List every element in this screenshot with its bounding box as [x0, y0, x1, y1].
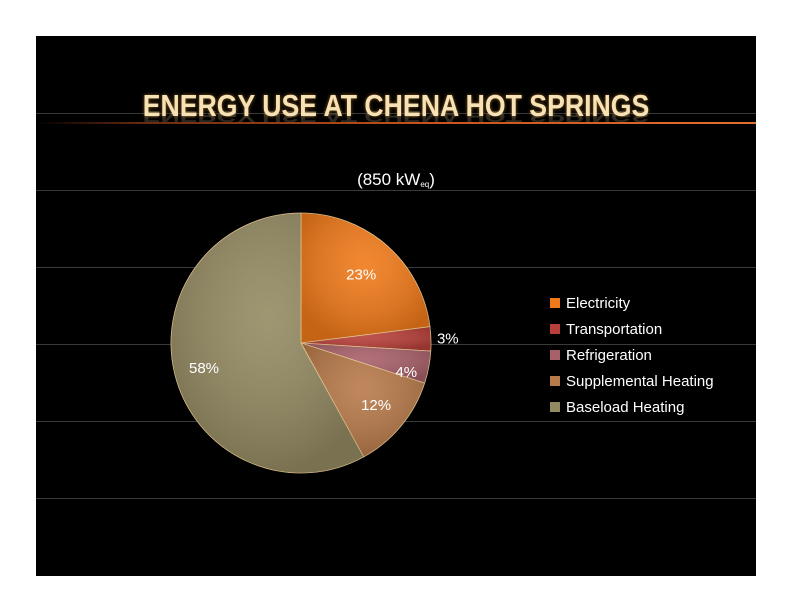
- grid-line: [36, 498, 756, 499]
- legend-label: Transportation: [566, 320, 663, 338]
- grid-line: [36, 190, 756, 191]
- grid-line: [36, 113, 756, 114]
- data-label-baseload-heating: 58%: [189, 360, 219, 377]
- legend-swatch: [550, 298, 560, 308]
- pie-slice-shading: [301, 343, 431, 384]
- legend-swatch: [550, 402, 560, 412]
- legend-label: Supplemental Heating: [566, 372, 714, 390]
- legend-item: Baseload Heating: [550, 394, 714, 420]
- chart-legend: Electricity Transportation Refrigeration Su…: [550, 290, 714, 420]
- subtitle-subscript: eq: [420, 180, 430, 189]
- title-underline: [36, 122, 756, 124]
- legend-item: Transportation: [550, 316, 714, 342]
- pie-slice-shading: [301, 213, 430, 343]
- pie-slice-shading: [301, 343, 425, 457]
- data-label-transportation: 3%: [437, 330, 459, 347]
- legend-label: Baseload Heating: [566, 398, 685, 416]
- legend-item: Refrigeration: [550, 342, 714, 368]
- chart-subtitle: (850 kWeq): [36, 170, 756, 190]
- legend-swatch: [550, 376, 560, 386]
- slide-title: ENERGY USE AT CHENA HOT SPRINGS: [142, 88, 650, 123]
- data-label-refrigeration: 4%: [395, 364, 417, 381]
- pie-slice-shading: [171, 213, 364, 473]
- legend-item: Supplemental Heating: [550, 368, 714, 394]
- subtitle-end: ): [429, 170, 435, 189]
- subtitle-main: (850 kW: [357, 170, 421, 189]
- pie-chart: 23% 3% 4%12% 58%: [170, 212, 459, 474]
- legend-label: Electricity: [566, 294, 631, 312]
- legend-item: Electricity: [550, 290, 714, 316]
- legend-swatch: [550, 324, 560, 334]
- pie-slice-shading: [301, 326, 431, 352]
- legend-label: Refrigeration: [566, 346, 652, 364]
- slide: ENERGY USE AT CHENA HOT SPRINGS ENERGY U…: [36, 36, 756, 576]
- data-label-electricity: 23%: [346, 267, 376, 284]
- data-label-supplemental-heating: 12%: [361, 397, 391, 414]
- legend-swatch: [550, 350, 560, 360]
